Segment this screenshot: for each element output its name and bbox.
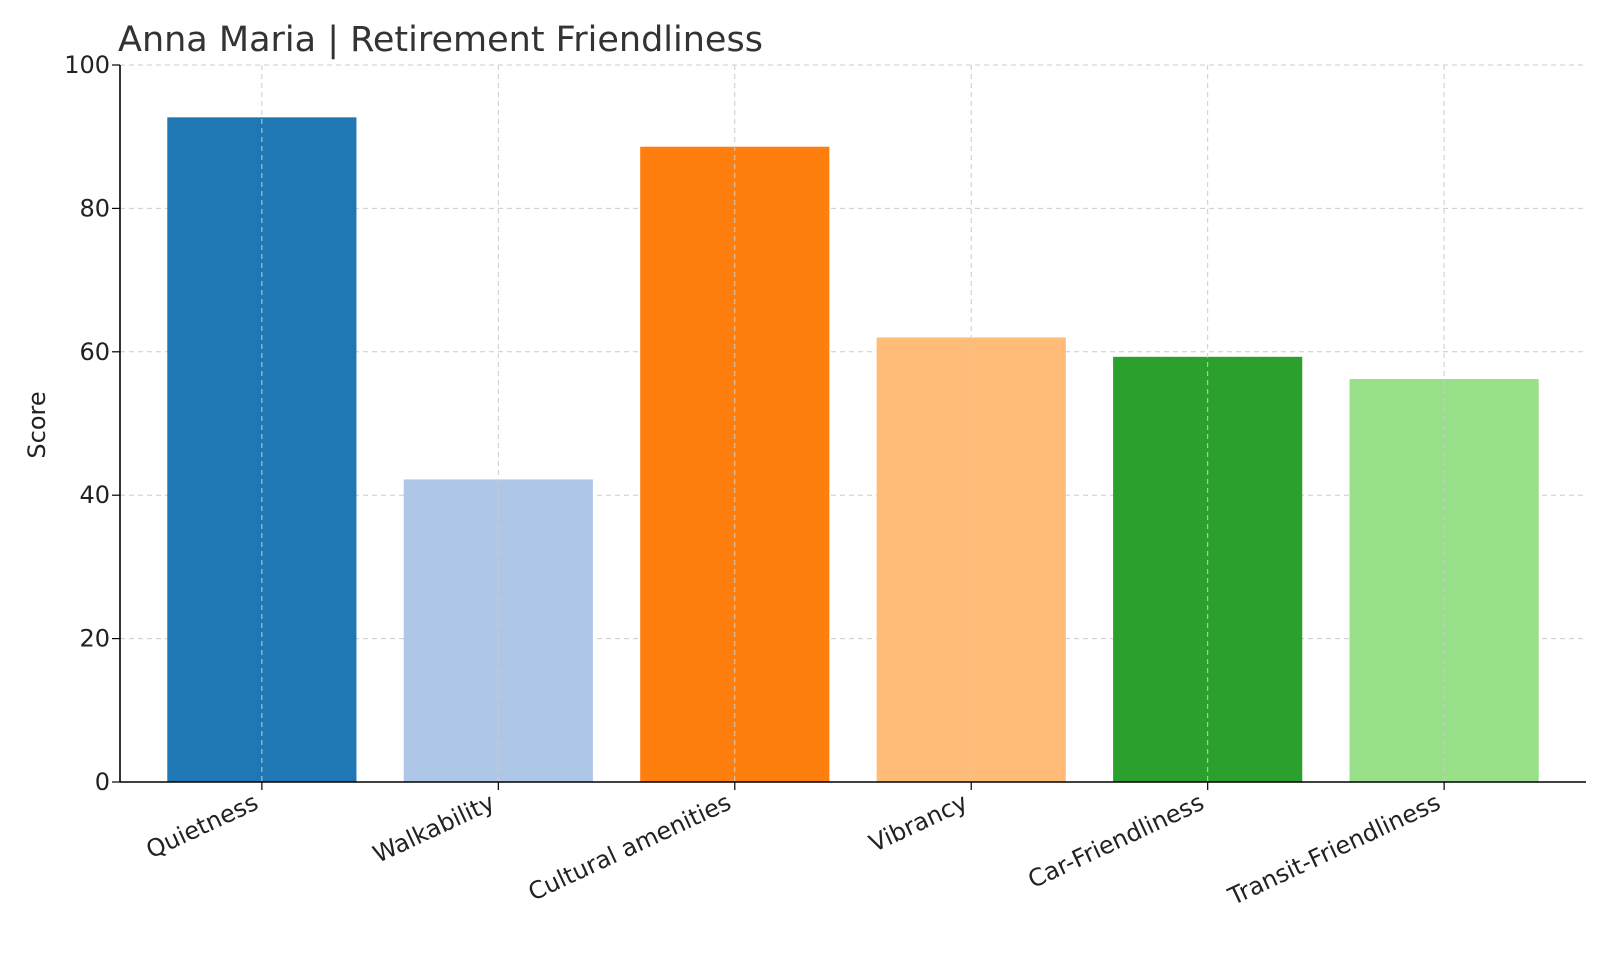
vertical-grid-lines (261, 65, 1445, 782)
x-tick-label: Walkability (369, 788, 499, 869)
y-tick-label: 20 (79, 625, 110, 653)
x-tick-label: Quietness (142, 788, 263, 864)
y-tick-label: 80 (79, 194, 110, 222)
chart-title: Anna Maria | Retirement Friendliness (118, 20, 763, 60)
y-axis-label: Score (23, 391, 51, 458)
y-tick-label: 0 (95, 768, 110, 796)
y-ticks: 0 20 40 60 80 100 (64, 51, 120, 796)
x-tick-label: Transit-Friendliness (1223, 788, 1444, 911)
axes (119, 65, 1586, 783)
x-tick-label: Vibrancy (865, 788, 972, 858)
y-tick-label: 60 (79, 338, 110, 366)
bar-quietness (167, 117, 357, 782)
bars (167, 117, 1539, 782)
y-tick-label: 100 (64, 51, 110, 79)
y-tick-label: 40 (79, 481, 110, 509)
x-tick-label: Cultural amenities (524, 788, 735, 906)
x-ticks: Quietness Walkability Cultural amenities Vi… (142, 782, 1445, 911)
x-tick-label: Car-Friendliness (1024, 788, 1209, 894)
